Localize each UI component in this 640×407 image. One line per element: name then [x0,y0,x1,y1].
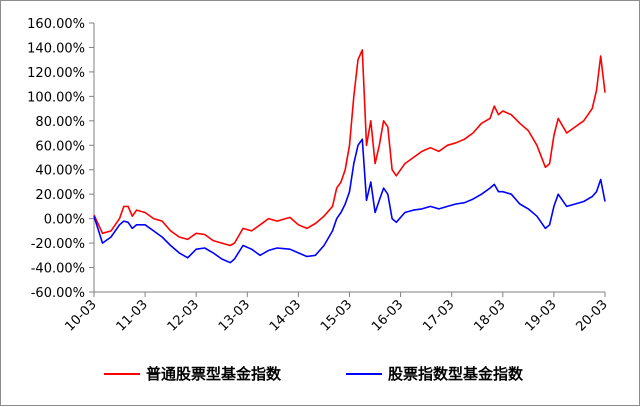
y-tick-label: 100.00% [27,90,85,105]
y-tick-label: 80.00% [35,115,85,130]
y-tick-label: 60.00% [35,139,85,154]
y-tick-label: 160.00% [27,17,85,32]
y-tick-label: 140.00% [27,41,85,56]
x-tick-label: 15-03 [318,297,355,334]
y-tick-label: 40.00% [35,164,85,179]
x-tick-label: 11-03 [114,297,151,334]
legend-label-1: 普通股票型基金指数 [146,365,282,383]
axes: 160.00% 140.00% 120.00% 100.00% 80.00% 60.00%… [27,17,611,335]
series-lines [93,49,606,264]
x-tick-label: 17-03 [420,297,457,334]
x-tick-label: 14-03 [267,297,304,334]
y-tick-label: -60.00% [31,286,85,301]
series-line-2 [93,138,606,264]
x-tick-label: 19-03 [522,297,559,334]
y-tick-label: 0.00% [44,213,85,228]
x-tick-label: 18-03 [471,297,508,334]
y-tick-label: 20.00% [35,188,85,203]
x-tick-label: 20-03 [574,297,611,334]
x-tick-label: 12-03 [165,297,202,334]
series-line-1 [93,49,606,247]
y-tick-label: -40.00% [31,262,85,277]
y-tick-label: -20.00% [31,237,85,252]
x-tick-label: 10-03 [63,297,100,334]
y-tick-label: 120.00% [27,66,85,81]
x-tick-label: 16-03 [369,297,406,334]
legend-label-2: 股票指数型基金指数 [388,365,524,383]
legend: 普通股票型基金指数 股票指数型基金指数 [104,365,524,383]
x-tick-label: 13-03 [216,297,253,334]
